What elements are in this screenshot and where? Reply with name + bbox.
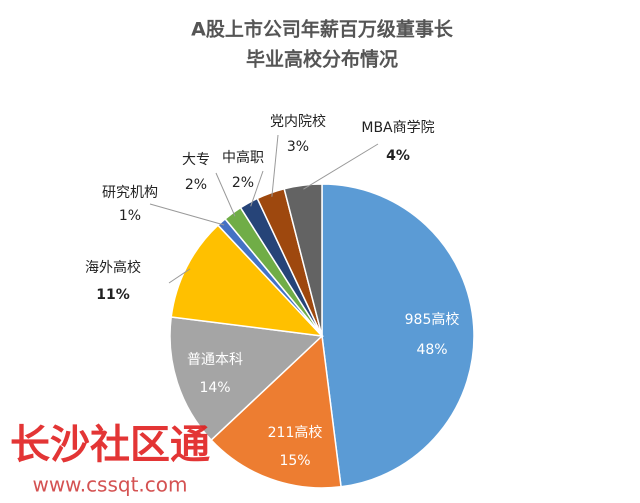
pie-slice [169,316,324,442]
chart-title: A股上市公司年薪百万级董事长 [191,18,454,41]
slice-label: 211高校 [268,424,323,441]
value-label: 15% [279,453,310,469]
value-label: 14% [199,380,230,396]
leader-line [149,203,225,226]
leader-line [168,268,191,284]
leader-line [303,143,379,190]
leader-line [250,170,264,207]
leader-line [215,172,236,217]
slice-label: 研究机构 [102,185,158,201]
slice-label: 中高职 [222,149,264,166]
slice-label: 普通本科 [187,352,243,368]
slice-label: 党内院校 [270,113,326,130]
pie-slice [283,183,323,337]
slice-label: 985高校 [405,311,460,328]
value-label: 1% [119,208,141,224]
pie-slice [170,224,324,338]
pie-slice [321,183,475,488]
value-label: 2% [185,177,207,193]
leader-line [271,134,279,197]
watermark: 长沙社区通 [10,422,210,468]
pie-slice [210,334,342,489]
value-label: 4% [386,148,410,164]
value-label: 3% [287,139,309,155]
value-label: 48% [416,342,447,358]
chart-title: 毕业高校分布情况 [246,48,398,71]
value-label: 2% [232,175,254,191]
watermark: www.cssqt.com [32,473,187,497]
value-label: 11% [96,287,130,303]
slice-label: MBA商学院 [361,120,434,136]
slice-label: 海外高校 [85,259,141,276]
slice-label: 大专 [182,152,210,168]
